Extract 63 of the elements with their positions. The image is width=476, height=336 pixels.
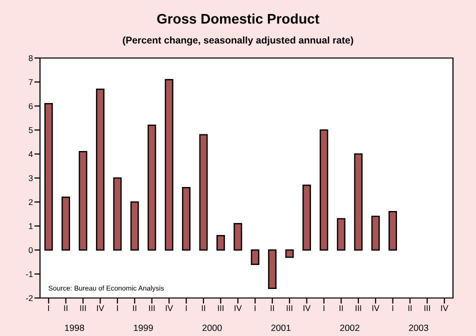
chart-title: Gross Domestic Product <box>157 14 320 24</box>
bar <box>130 201 139 251</box>
x-tick-label: I <box>48 305 49 311</box>
x-tick-label: II <box>133 305 136 311</box>
x-tick-label: IV <box>372 305 380 311</box>
x-tick-label: III <box>218 305 224 311</box>
text: 2003 <box>408 324 428 332</box>
bar <box>234 222 242 251</box>
y-tick-label: 0 <box>28 247 33 254</box>
bar <box>250 249 260 266</box>
bar <box>199 134 208 251</box>
y-tick-label: 5 <box>28 127 33 134</box>
bar <box>268 249 277 290</box>
x-tick-label: III <box>356 305 362 311</box>
x-tick-label: III <box>149 305 155 311</box>
bar <box>285 249 294 258</box>
y-tick-label: 4 <box>28 151 33 158</box>
x-tick-label: III <box>286 305 292 311</box>
chart-subtitle: (Percent change, seasonally adjusted annual rate) <box>122 36 354 46</box>
x-tick-label: IV <box>97 305 104 311</box>
y-tick-label: 6 <box>28 103 33 110</box>
x-tick-label: IV <box>441 305 448 311</box>
text: 2002 <box>340 324 360 332</box>
x-tick-label: II <box>202 305 206 311</box>
text: 2000 <box>202 324 222 332</box>
bar <box>96 88 104 251</box>
x-tick-label: II <box>408 305 412 311</box>
x-tick-label: IV <box>304 305 311 311</box>
bar <box>320 129 328 251</box>
bar <box>44 102 53 251</box>
bar <box>164 78 174 251</box>
x-tick-label: I <box>392 305 394 311</box>
x-tick-label: I <box>117 305 118 311</box>
x-tick-label: III <box>424 305 430 311</box>
y-tick-label: -2 <box>26 295 33 302</box>
x-tick-label: IV <box>166 305 173 311</box>
bar <box>354 153 363 251</box>
y-tick-label: 1 <box>29 223 33 230</box>
bar <box>336 218 346 251</box>
bar <box>182 186 191 251</box>
bar <box>302 184 311 251</box>
bar <box>113 177 122 251</box>
y-tick-label: 3 <box>28 175 33 182</box>
y-tick-label: 2 <box>28 199 33 206</box>
bar <box>62 196 70 251</box>
x-tick-label: II <box>340 305 343 311</box>
x-tick-label: III <box>80 305 86 311</box>
y-tick-label: -1 <box>26 271 33 278</box>
text: 2001 <box>271 324 291 332</box>
y-tick-label: 8 <box>28 55 33 62</box>
bar <box>148 124 156 251</box>
bar <box>388 210 398 251</box>
x-tick-label: II <box>64 305 68 311</box>
bar <box>78 150 88 251</box>
bar <box>216 234 225 251</box>
y-tick-label: 7 <box>28 79 33 86</box>
x-tick-label: IV <box>234 305 242 311</box>
bar <box>371 216 380 251</box>
x-tick-label: I <box>254 305 256 311</box>
x-tick-label: I <box>186 305 187 311</box>
text: 1998 <box>65 324 84 332</box>
x-tick-label: II <box>270 305 274 311</box>
text: 1999 <box>134 324 153 332</box>
